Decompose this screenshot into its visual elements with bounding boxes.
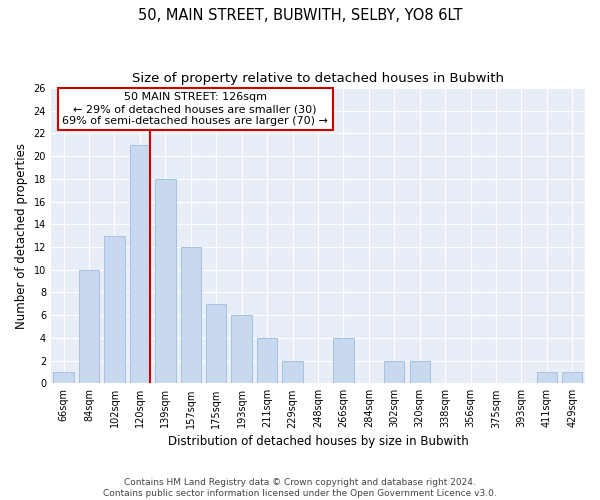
Bar — [333, 338, 353, 384]
Bar — [232, 315, 252, 384]
Text: 50, MAIN STREET, BUBWITH, SELBY, YO8 6LT: 50, MAIN STREET, BUBWITH, SELBY, YO8 6LT — [138, 8, 462, 22]
Bar — [536, 372, 557, 384]
Bar — [104, 236, 125, 384]
Y-axis label: Number of detached properties: Number of detached properties — [15, 142, 28, 328]
Bar — [155, 179, 176, 384]
Bar — [206, 304, 226, 384]
Bar — [410, 360, 430, 384]
Bar — [384, 360, 404, 384]
Bar — [283, 360, 302, 384]
Title: Size of property relative to detached houses in Bubwith: Size of property relative to detached ho… — [132, 72, 504, 86]
Bar — [181, 247, 201, 384]
Bar — [79, 270, 99, 384]
Bar — [53, 372, 74, 384]
Text: Contains HM Land Registry data © Crown copyright and database right 2024.
Contai: Contains HM Land Registry data © Crown c… — [103, 478, 497, 498]
Bar — [257, 338, 277, 384]
Bar — [562, 372, 583, 384]
X-axis label: Distribution of detached houses by size in Bubwith: Distribution of detached houses by size … — [167, 434, 469, 448]
Text: 50 MAIN STREET: 126sqm
← 29% of detached houses are smaller (30)
69% of semi-det: 50 MAIN STREET: 126sqm ← 29% of detached… — [62, 92, 328, 126]
Bar — [130, 145, 150, 384]
